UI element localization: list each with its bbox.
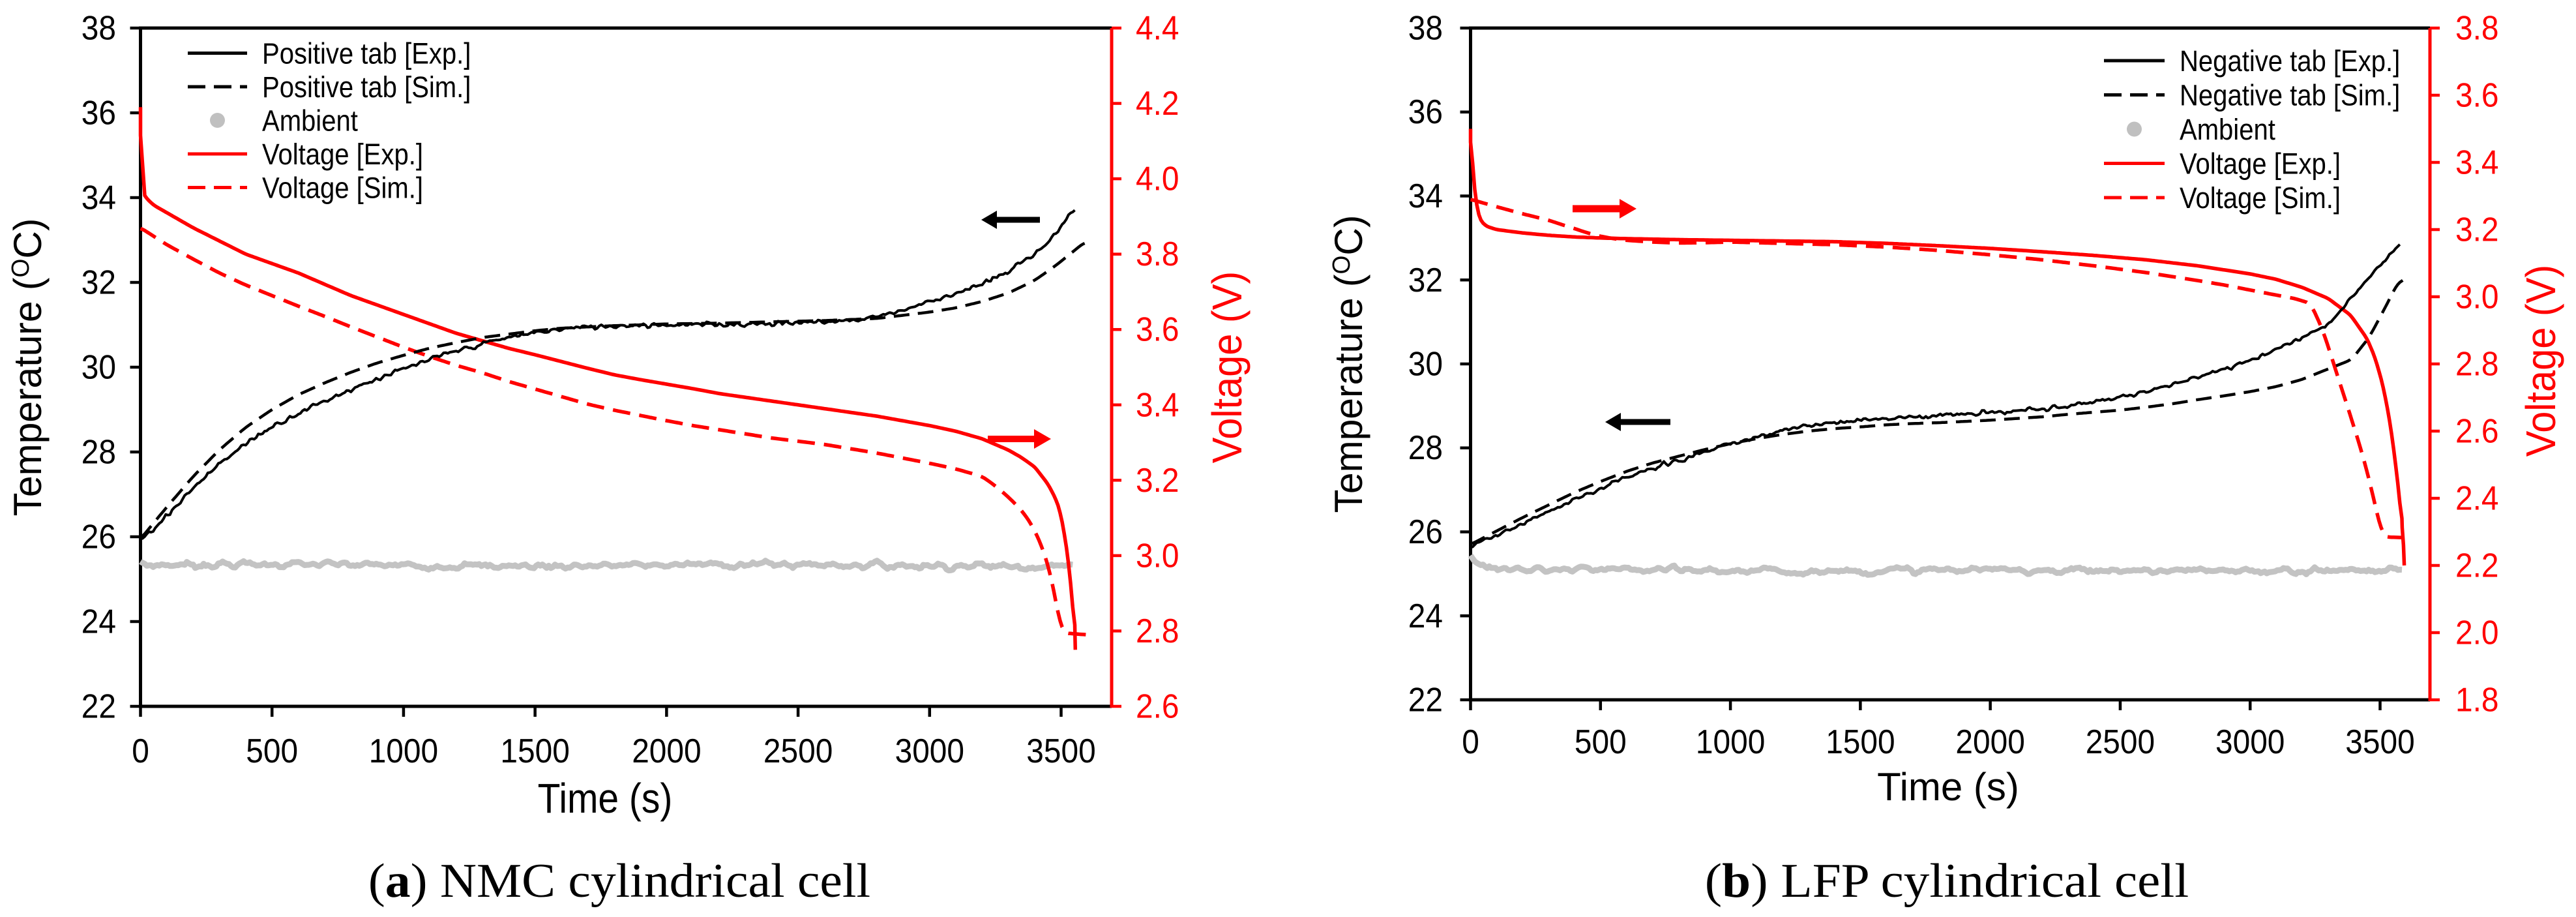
svg-text:34: 34 xyxy=(1408,177,1443,215)
svg-text:Voltage [Exp.]: Voltage [Exp.] xyxy=(262,138,423,172)
svg-text:36: 36 xyxy=(1408,93,1443,130)
svg-text:3.8: 3.8 xyxy=(2455,9,2499,47)
svg-text:36: 36 xyxy=(81,94,116,132)
svg-text:26: 26 xyxy=(1408,513,1443,550)
svg-text:4.2: 4.2 xyxy=(1136,84,1179,122)
svg-text:3500: 3500 xyxy=(1026,732,1095,770)
svg-text:3000: 3000 xyxy=(895,732,964,770)
svg-text:28: 28 xyxy=(81,433,116,471)
svg-text:Ambient: Ambient xyxy=(2180,113,2275,147)
svg-text:2.8: 2.8 xyxy=(2455,345,2499,383)
svg-text:0: 0 xyxy=(132,732,149,770)
svg-text:1500: 1500 xyxy=(1826,723,1895,760)
svg-text:2.8: 2.8 xyxy=(1136,612,1179,650)
svg-text:(b) LFP cylindrical cell: (b) LFP cylindrical cell xyxy=(1705,854,2189,907)
svg-text:3.4: 3.4 xyxy=(2455,143,2499,181)
svg-text:Voltage [Sim.]: Voltage [Sim.] xyxy=(2180,182,2341,215)
svg-text:1.8: 1.8 xyxy=(2455,681,2499,719)
svg-text:2.6: 2.6 xyxy=(2455,412,2499,450)
svg-text:Ambient: Ambient xyxy=(262,104,358,138)
svg-text:3.2: 3.2 xyxy=(1136,461,1179,499)
svg-text:2000: 2000 xyxy=(1955,723,2024,760)
svg-text:2.6: 2.6 xyxy=(1136,687,1179,725)
svg-text:22: 22 xyxy=(81,687,116,725)
svg-text:Time (s): Time (s) xyxy=(1877,765,2019,809)
svg-text:3.4: 3.4 xyxy=(1136,385,1179,423)
svg-text:(a) NMC cylindrical cell: (a) NMC cylindrical cell xyxy=(368,854,870,908)
svg-text:2000: 2000 xyxy=(632,732,701,770)
svg-text:Time (s): Time (s) xyxy=(538,775,673,822)
svg-text:4.0: 4.0 xyxy=(1136,160,1179,198)
svg-text:Negative tab [Exp.]: Negative tab [Exp.] xyxy=(2180,45,2400,78)
svg-text:30: 30 xyxy=(1408,345,1443,383)
svg-text:24: 24 xyxy=(1408,597,1443,635)
svg-text:4.4: 4.4 xyxy=(1136,9,1179,47)
svg-text:3500: 3500 xyxy=(2345,723,2414,760)
svg-text:32: 32 xyxy=(1408,261,1443,299)
svg-text:28: 28 xyxy=(1408,428,1443,466)
svg-text:26: 26 xyxy=(81,518,116,556)
svg-text:2.4: 2.4 xyxy=(2455,479,2499,517)
svg-text:2.2: 2.2 xyxy=(2455,547,2499,584)
svg-text:3.2: 3.2 xyxy=(2455,211,2499,248)
svg-text:Positive tab [Sim.]: Positive tab [Sim.] xyxy=(262,71,471,104)
svg-text:Voltage [Exp.]: Voltage [Exp.] xyxy=(2180,147,2341,181)
svg-text:3.6: 3.6 xyxy=(1136,310,1179,348)
svg-text:34: 34 xyxy=(81,179,116,217)
svg-text:3.0: 3.0 xyxy=(2455,278,2499,316)
svg-text:Temperature (OC): Temperature (OC) xyxy=(1326,215,1370,513)
svg-text:2500: 2500 xyxy=(763,732,833,770)
svg-text:500: 500 xyxy=(1575,723,1627,760)
svg-text:Voltage (V): Voltage (V) xyxy=(1204,271,1251,463)
svg-text:1000: 1000 xyxy=(1696,723,1765,760)
svg-text:32: 32 xyxy=(81,263,116,301)
svg-text:3.0: 3.0 xyxy=(1136,537,1179,575)
svg-text:Voltage (V): Voltage (V) xyxy=(2518,265,2564,457)
svg-text:Positive tab [Exp.]: Positive tab [Exp.] xyxy=(262,37,471,70)
svg-text:24: 24 xyxy=(81,603,116,640)
svg-text:38: 38 xyxy=(81,9,116,47)
svg-text:3.8: 3.8 xyxy=(1136,235,1179,273)
svg-text:500: 500 xyxy=(246,732,298,770)
svg-text:1000: 1000 xyxy=(369,732,438,770)
svg-text:1500: 1500 xyxy=(500,732,569,770)
svg-text:0: 0 xyxy=(1462,723,1479,760)
svg-text:2.0: 2.0 xyxy=(2455,614,2499,652)
svg-text:38: 38 xyxy=(1408,9,1443,47)
svg-text:3000: 3000 xyxy=(2215,723,2285,760)
svg-text:30: 30 xyxy=(81,348,116,386)
svg-text:2500: 2500 xyxy=(2086,723,2155,760)
svg-text:Negative tab [Sim.]: Negative tab [Sim.] xyxy=(2180,79,2400,112)
svg-text:22: 22 xyxy=(1408,681,1443,719)
svg-text:Voltage [Sim.]: Voltage [Sim.] xyxy=(262,172,423,205)
svg-text:3.6: 3.6 xyxy=(2455,76,2499,114)
